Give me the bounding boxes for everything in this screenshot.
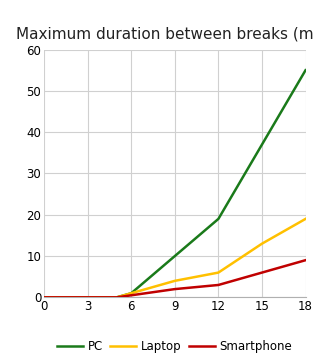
- Line: Smartphone: Smartphone: [44, 260, 306, 297]
- Laptop: [86, 295, 89, 299]
- Laptop: [115, 295, 119, 299]
- PC: [216, 217, 220, 221]
- PC: [260, 142, 264, 147]
- Smartphone: [115, 295, 119, 299]
- PC: [173, 254, 177, 258]
- Smartphone: [86, 295, 89, 299]
- Smartphone: [304, 258, 307, 262]
- Smartphone: [173, 287, 177, 291]
- Laptop: [129, 291, 133, 295]
- Laptop: [42, 295, 46, 299]
- Laptop: [173, 279, 177, 283]
- Title: Maximum duration between breaks (min): Maximum duration between breaks (min): [16, 27, 315, 41]
- Smartphone: [129, 293, 133, 297]
- Smartphone: [260, 270, 264, 275]
- PC: [129, 291, 133, 295]
- Line: Laptop: Laptop: [44, 219, 306, 297]
- Smartphone: [42, 295, 46, 299]
- Laptop: [216, 270, 220, 275]
- Laptop: [260, 241, 264, 246]
- Smartphone: [216, 283, 220, 287]
- Legend: PC, Laptop, Smartphone: PC, Laptop, Smartphone: [53, 336, 297, 354]
- Line: PC: PC: [44, 70, 306, 297]
- PC: [115, 295, 119, 299]
- PC: [304, 68, 307, 72]
- Laptop: [304, 217, 307, 221]
- PC: [86, 295, 89, 299]
- PC: [42, 295, 46, 299]
